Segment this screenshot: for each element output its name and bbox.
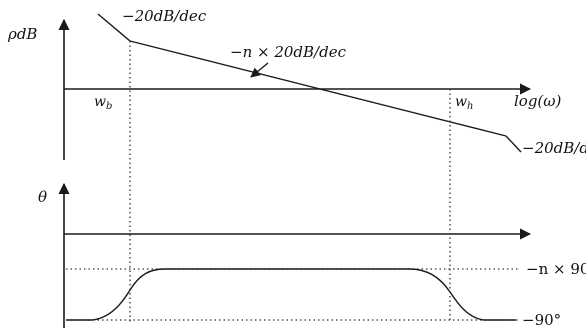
magnitude-segment-middle xyxy=(129,40,507,137)
phase-plot: θ −n × 90° −90° xyxy=(38,182,586,329)
magnitude-segment-left xyxy=(97,13,131,42)
corner-frequency-high-label: wh xyxy=(455,94,473,112)
corner-frequency-low-label: wb xyxy=(94,94,112,112)
slope-middle-pointer-arrow xyxy=(250,62,269,78)
phase-plateau-label: −n × 90° xyxy=(526,260,586,278)
magnitude-segment-right xyxy=(505,135,522,153)
slope-middle-label: −n × 20dB/dec xyxy=(230,43,347,61)
magnitude-plot: ρdB log(ω) wb wh −20dB/dec −n × 20dB/dec… xyxy=(7,7,586,160)
magnitude-x-axis-label: log(ω) xyxy=(514,92,562,110)
slope-left-label: −20dB/dec xyxy=(122,7,207,25)
magnitude-y-axis-label: ρdB xyxy=(7,25,37,43)
phase-curve xyxy=(66,268,516,321)
slope-right-label: −20dB/déc xyxy=(522,139,586,157)
phase-floor-label: −90° xyxy=(522,311,561,329)
phase-y-axis-label: θ xyxy=(38,188,47,206)
